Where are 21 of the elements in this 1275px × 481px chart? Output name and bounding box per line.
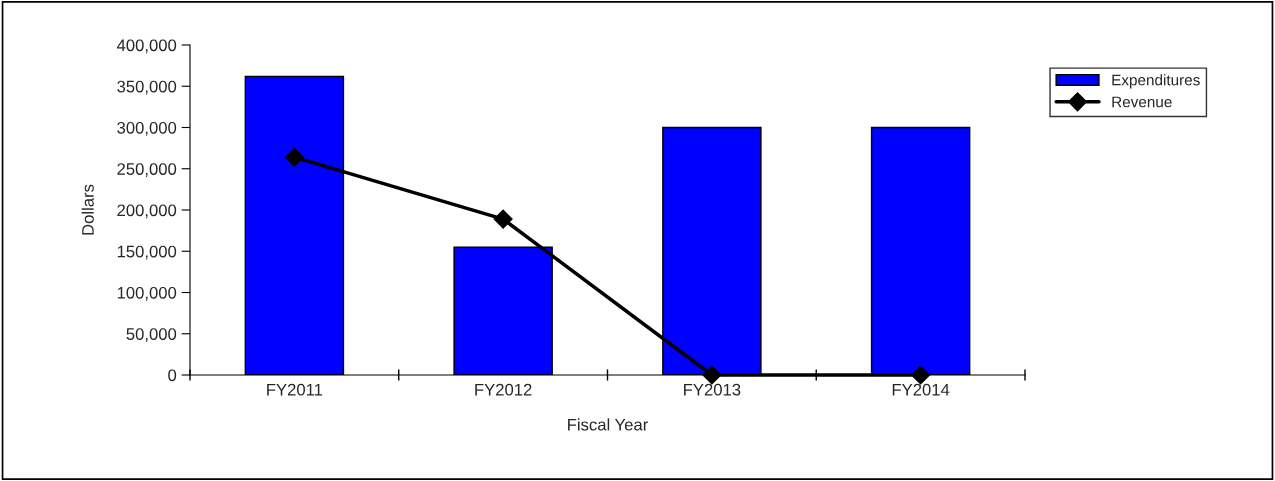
y-axis-title: Dollars xyxy=(81,184,94,235)
x-tick-label: FY2011 xyxy=(267,383,323,396)
y-tick-label: 300,000 xyxy=(117,121,177,136)
y-tick-label: 250,000 xyxy=(117,163,177,177)
legend-label: Expenditures xyxy=(1112,74,1200,89)
x-tick-label: FY2014 xyxy=(892,383,950,396)
y-tick-label: 0 xyxy=(168,369,177,382)
y-tick-label: 350,000 xyxy=(117,80,177,95)
y-tick-label: 100,000 xyxy=(117,286,177,301)
y-tick-label: 400,000 xyxy=(116,39,177,54)
y-tick-label: 150,000 xyxy=(117,245,177,260)
x-axis-title: Fiscal Year xyxy=(568,418,648,431)
y-tick-label: 50,000 xyxy=(126,328,177,342)
legend-label: Revenue xyxy=(1112,96,1172,108)
x-tick-label: FY2013 xyxy=(684,383,741,396)
point xyxy=(493,209,513,229)
y-tick-label: 200,000 xyxy=(117,204,177,219)
x-tick-label: FY2012 xyxy=(475,383,532,396)
point xyxy=(284,147,304,167)
point xyxy=(702,365,722,385)
point xyxy=(911,365,931,385)
